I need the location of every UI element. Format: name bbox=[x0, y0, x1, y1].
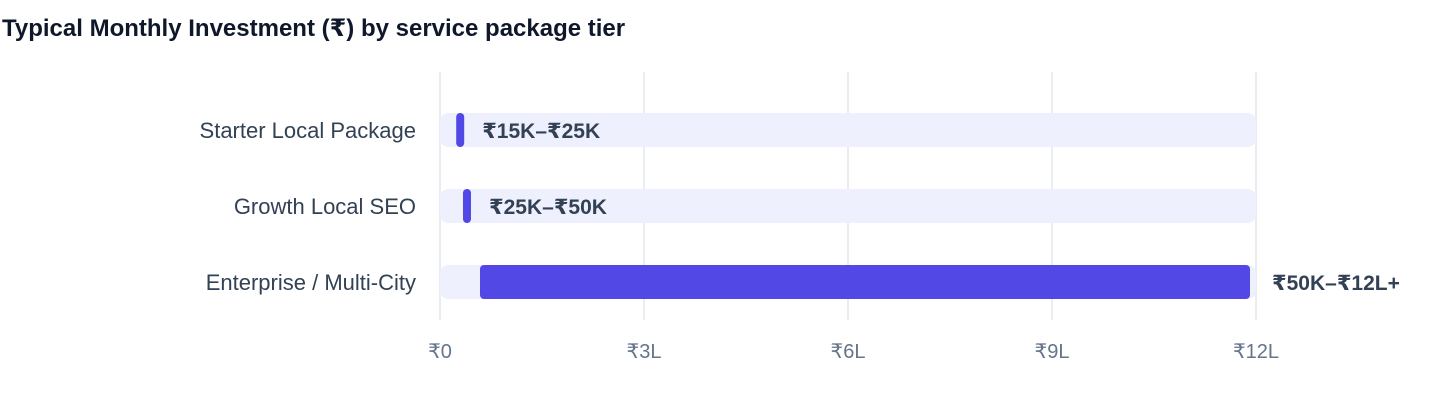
bar-2 bbox=[480, 265, 1250, 299]
value-label-0: ₹15K–₹25K bbox=[482, 120, 600, 143]
bar-1 bbox=[463, 189, 471, 223]
category-label-0: Starter Local Package bbox=[200, 118, 416, 143]
value-label-1: ₹25K–₹50K bbox=[489, 196, 607, 219]
category-label-1: Growth Local SEO bbox=[234, 194, 416, 219]
x-tick-label-1: ₹3L bbox=[627, 341, 662, 363]
category-label-2: Enterprise / Multi-City bbox=[206, 270, 416, 295]
chart-title: Typical Monthly Investment (₹) by servic… bbox=[2, 15, 626, 42]
bar-0 bbox=[456, 113, 465, 147]
bar-track-0 bbox=[440, 113, 1256, 147]
value-label-2: ₹50K–₹12L+ bbox=[1272, 272, 1400, 295]
x-tick-label-0: ₹0 bbox=[428, 341, 452, 363]
x-tick-label-2: ₹6L bbox=[831, 341, 866, 363]
x-tick-label-3: ₹9L bbox=[1035, 341, 1070, 363]
bar-track-1 bbox=[440, 189, 1256, 223]
x-tick-label-4: ₹12L bbox=[1233, 341, 1279, 363]
